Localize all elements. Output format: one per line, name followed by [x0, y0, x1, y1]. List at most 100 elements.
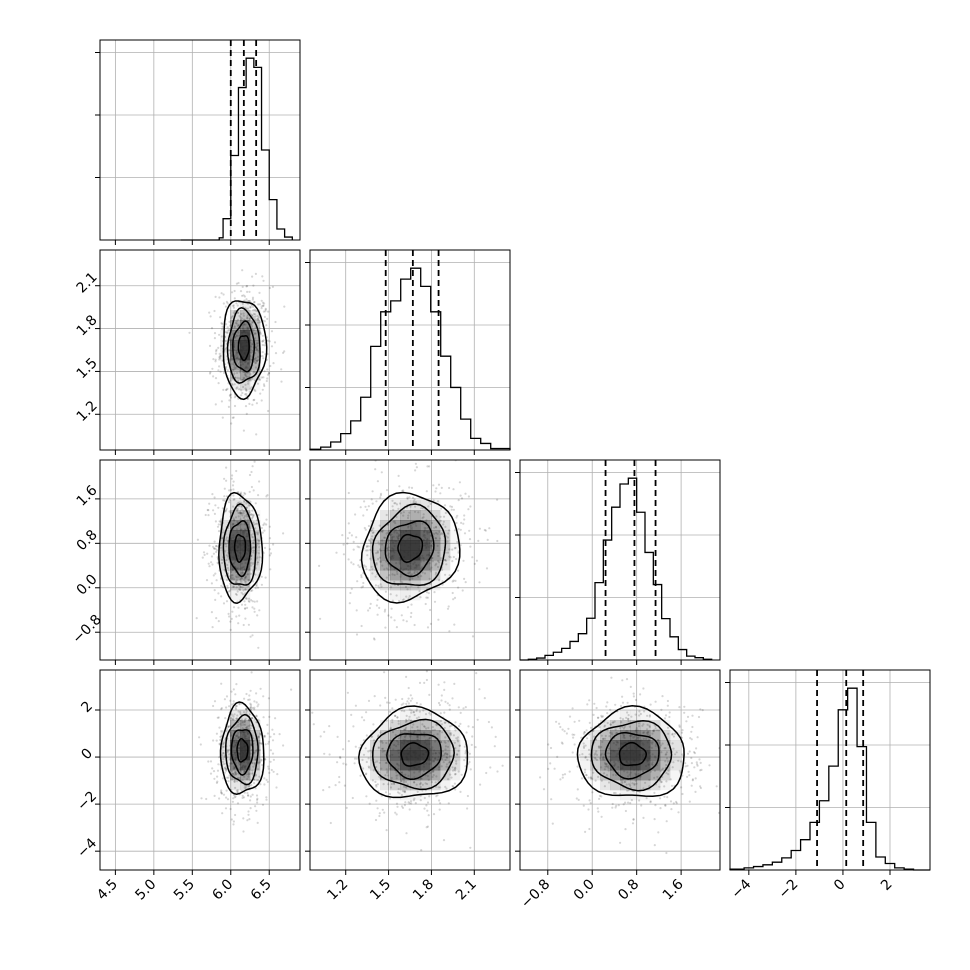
scatter-point	[603, 772, 606, 775]
density-bin	[630, 740, 641, 751]
scatter-point	[617, 804, 620, 807]
scatter-point	[454, 579, 457, 583]
scatter-point	[235, 579, 238, 582]
scatter-point	[244, 597, 247, 600]
scatter-point	[388, 792, 391, 796]
scatter-point	[263, 344, 266, 347]
density-bin	[240, 320, 251, 331]
scatter-point	[614, 703, 617, 706]
scatter-point	[450, 505, 454, 508]
scatter-point	[449, 760, 452, 763]
scatter-point	[339, 755, 342, 759]
scatter-point	[393, 782, 396, 786]
scatter-point	[433, 728, 436, 732]
scatter-point	[387, 774, 390, 777]
scatter-point	[262, 695, 265, 698]
scatter-point	[559, 778, 562, 781]
scatter-point	[571, 733, 574, 736]
scatter-point	[385, 567, 388, 570]
scatter-point	[453, 529, 457, 532]
scatter-point	[246, 573, 249, 576]
scatter-point	[683, 711, 686, 714]
scatter-point	[251, 771, 254, 775]
contour-line	[604, 731, 660, 780]
scatter-point	[221, 322, 224, 326]
scatter-point	[580, 777, 584, 780]
density-bin	[410, 560, 421, 571]
scatter-point	[454, 772, 457, 776]
density-bin	[220, 340, 231, 351]
scatter-point	[561, 728, 564, 731]
scatter-point	[609, 708, 612, 711]
contour-line	[236, 737, 249, 763]
scatter-point	[242, 723, 245, 726]
scatter-point	[663, 717, 667, 720]
scatter-point	[400, 614, 403, 617]
scatter-point	[625, 783, 628, 786]
scatter-point	[479, 783, 482, 786]
panel-frame	[99, 669, 301, 871]
scatter-point	[258, 556, 262, 559]
scatter-point	[446, 551, 450, 554]
scatter-point	[589, 777, 593, 780]
density-bin	[230, 350, 241, 361]
scatter-point	[375, 765, 378, 769]
scatter-point	[246, 307, 250, 310]
scatter-point	[268, 771, 271, 775]
scatter-point	[237, 515, 240, 518]
scatter-point	[427, 592, 430, 595]
scatter-point	[411, 577, 414, 580]
scatter-point	[253, 600, 256, 603]
scatter-point	[355, 757, 358, 760]
scatter-point	[466, 794, 469, 798]
scatter-point	[454, 767, 457, 770]
scatter-point	[248, 772, 251, 775]
scatter-point	[446, 745, 450, 748]
scatter-point	[350, 561, 353, 564]
scatter-point	[364, 747, 367, 750]
scatter-point	[352, 563, 355, 566]
scatter-point	[426, 596, 429, 599]
scatter-point	[243, 770, 246, 773]
scatter-point	[632, 695, 636, 698]
scatter-point	[427, 457, 429, 459]
scatter-point	[444, 748, 447, 751]
scatter-point	[441, 580, 444, 583]
scatter-point	[260, 575, 263, 578]
scatter-point	[227, 329, 230, 332]
scatter-point	[256, 705, 259, 708]
scatter-point	[486, 538, 489, 542]
x-tick-label: 0.0	[571, 876, 598, 903]
scatter-point	[232, 311, 235, 314]
scatter-point	[687, 770, 690, 773]
density-bin	[580, 760, 591, 771]
scatter-point	[241, 779, 244, 782]
scatter-point	[238, 497, 242, 500]
scatter-point	[256, 532, 259, 535]
scatter-point	[245, 710, 248, 713]
scatter-point	[448, 548, 451, 551]
scatter-point	[366, 544, 369, 548]
scatter-point	[603, 724, 607, 727]
scatter-point	[440, 741, 443, 744]
scatter-point	[446, 756, 449, 759]
scatter-point	[454, 788, 457, 791]
scatter-point	[654, 724, 657, 728]
scatter-point	[253, 700, 256, 703]
scatter-point	[434, 490, 437, 493]
scatter-point	[188, 331, 191, 334]
scatter-point	[400, 511, 403, 515]
scatter-point	[233, 796, 236, 799]
scatter-point	[413, 781, 416, 784]
contour-line	[230, 729, 254, 776]
scatter-point	[252, 551, 255, 554]
scatter-point	[372, 769, 375, 772]
scatter-point	[690, 756, 693, 760]
scatter-point	[234, 772, 237, 775]
scatter-point	[221, 561, 224, 565]
scatter-point	[257, 355, 260, 358]
scatter-point	[236, 463, 238, 465]
scatter-point	[440, 699, 443, 702]
scatter-point	[201, 556, 204, 559]
scatter-point	[323, 730, 326, 734]
